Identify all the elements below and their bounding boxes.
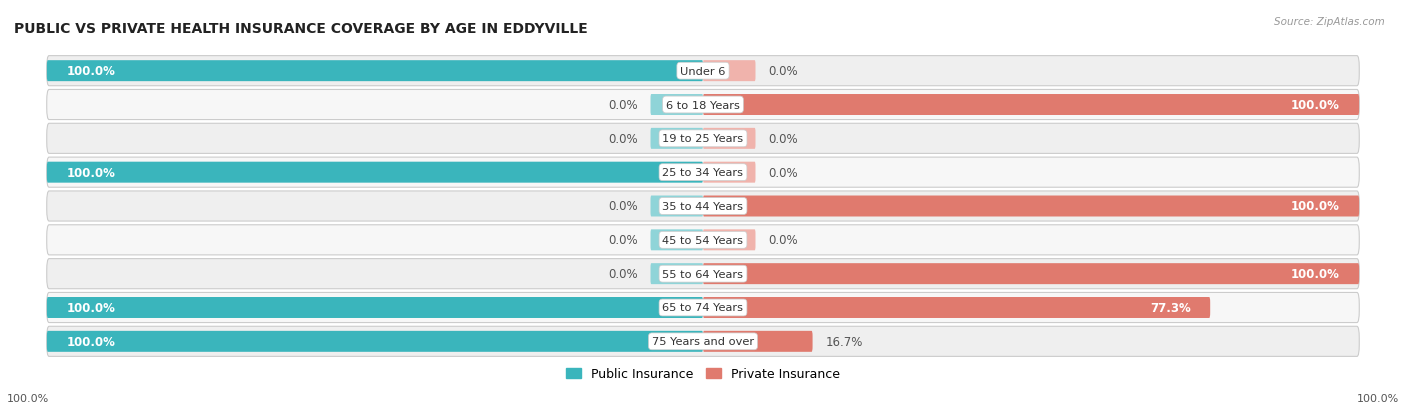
Text: 16.7%: 16.7% xyxy=(825,335,863,348)
FancyBboxPatch shape xyxy=(46,61,703,82)
FancyBboxPatch shape xyxy=(46,293,1360,323)
Text: 0.0%: 0.0% xyxy=(607,133,637,145)
Text: PUBLIC VS PRIVATE HEALTH INSURANCE COVERAGE BY AGE IN EDDYVILLE: PUBLIC VS PRIVATE HEALTH INSURANCE COVER… xyxy=(14,22,588,36)
FancyBboxPatch shape xyxy=(46,158,1360,188)
FancyBboxPatch shape xyxy=(46,192,1360,221)
Text: 0.0%: 0.0% xyxy=(607,99,637,112)
FancyBboxPatch shape xyxy=(46,297,703,318)
FancyBboxPatch shape xyxy=(651,128,703,150)
Text: 100.0%: 100.0% xyxy=(66,166,115,179)
FancyBboxPatch shape xyxy=(46,162,703,183)
Text: 100.0%: 100.0% xyxy=(1291,200,1340,213)
FancyBboxPatch shape xyxy=(46,331,703,352)
Text: 19 to 25 Years: 19 to 25 Years xyxy=(662,134,744,144)
FancyBboxPatch shape xyxy=(703,162,755,183)
FancyBboxPatch shape xyxy=(651,230,703,251)
Text: 0.0%: 0.0% xyxy=(607,268,637,280)
Text: 6 to 18 Years: 6 to 18 Years xyxy=(666,100,740,110)
Text: 45 to 54 Years: 45 to 54 Years xyxy=(662,235,744,245)
FancyBboxPatch shape xyxy=(46,57,1360,86)
Text: 100.0%: 100.0% xyxy=(1291,268,1340,280)
Text: 0.0%: 0.0% xyxy=(607,234,637,247)
FancyBboxPatch shape xyxy=(651,196,703,217)
Text: 0.0%: 0.0% xyxy=(769,166,799,179)
FancyBboxPatch shape xyxy=(651,263,703,285)
Text: 25 to 34 Years: 25 to 34 Years xyxy=(662,168,744,178)
Text: 77.3%: 77.3% xyxy=(1150,301,1191,314)
FancyBboxPatch shape xyxy=(651,95,703,116)
Text: 75 Years and over: 75 Years and over xyxy=(652,337,754,347)
FancyBboxPatch shape xyxy=(46,327,1360,356)
Text: 0.0%: 0.0% xyxy=(769,65,799,78)
FancyBboxPatch shape xyxy=(703,128,755,150)
FancyBboxPatch shape xyxy=(703,230,755,251)
FancyBboxPatch shape xyxy=(46,259,1360,289)
Text: 100.0%: 100.0% xyxy=(1291,99,1340,112)
Text: Under 6: Under 6 xyxy=(681,66,725,76)
FancyBboxPatch shape xyxy=(703,95,1360,116)
Text: 100.0%: 100.0% xyxy=(1357,393,1399,403)
FancyBboxPatch shape xyxy=(703,61,755,82)
Text: 0.0%: 0.0% xyxy=(769,133,799,145)
Text: 35 to 44 Years: 35 to 44 Years xyxy=(662,202,744,211)
FancyBboxPatch shape xyxy=(703,297,1211,318)
FancyBboxPatch shape xyxy=(703,331,813,352)
FancyBboxPatch shape xyxy=(46,124,1360,154)
Text: 65 to 74 Years: 65 to 74 Years xyxy=(662,303,744,313)
Text: 100.0%: 100.0% xyxy=(7,393,49,403)
Text: 0.0%: 0.0% xyxy=(769,234,799,247)
Text: 100.0%: 100.0% xyxy=(66,335,115,348)
FancyBboxPatch shape xyxy=(703,196,1360,217)
FancyBboxPatch shape xyxy=(46,90,1360,120)
Text: 100.0%: 100.0% xyxy=(66,65,115,78)
FancyBboxPatch shape xyxy=(46,225,1360,255)
Legend: Public Insurance, Private Insurance: Public Insurance, Private Insurance xyxy=(561,363,845,385)
Text: 100.0%: 100.0% xyxy=(66,301,115,314)
FancyBboxPatch shape xyxy=(703,263,1360,285)
Text: 55 to 64 Years: 55 to 64 Years xyxy=(662,269,744,279)
Text: Source: ZipAtlas.com: Source: ZipAtlas.com xyxy=(1274,17,1385,26)
Text: 0.0%: 0.0% xyxy=(607,200,637,213)
